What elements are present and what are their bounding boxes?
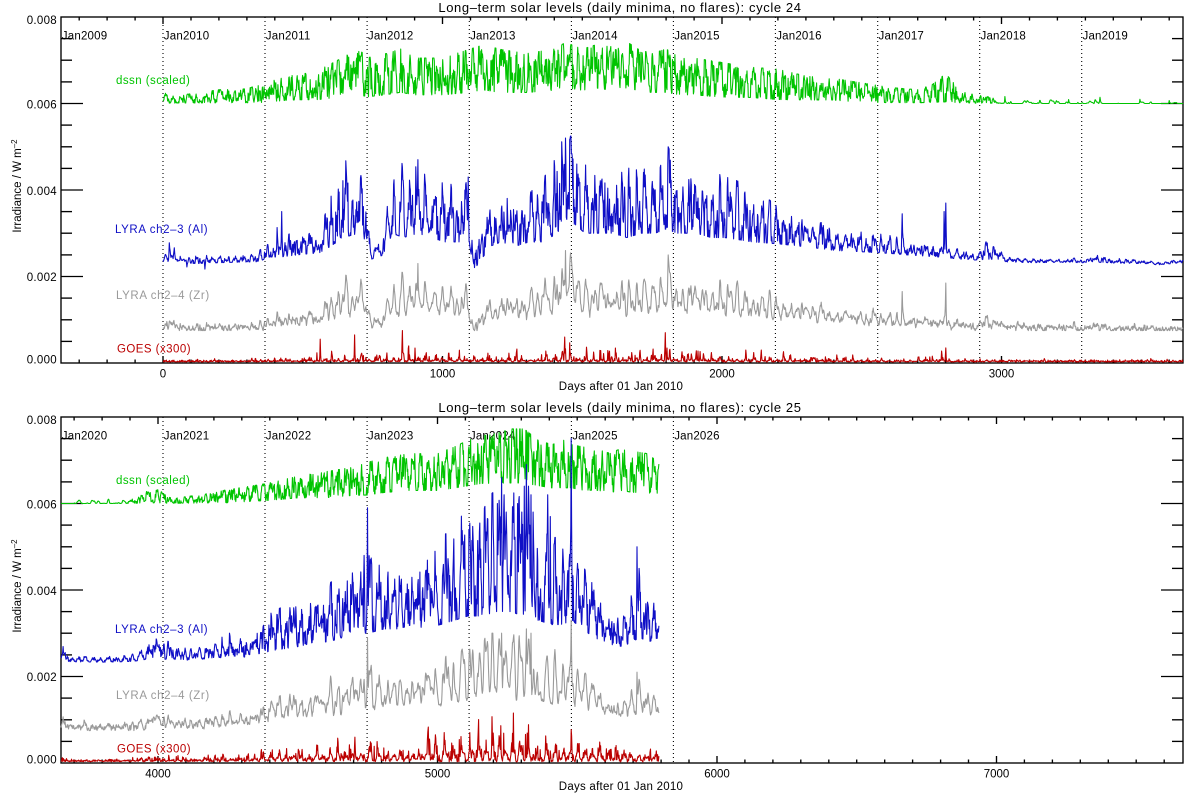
svg-text:Jan2010: Jan2010 xyxy=(164,31,210,43)
svg-text:LYRA ch2–4 (Zr): LYRA ch2–4 (Zr) xyxy=(116,690,210,702)
svg-text:Jan2019: Jan2019 xyxy=(1083,31,1129,43)
svg-text:LYRA ch2–3 (Al): LYRA ch2–3 (Al) xyxy=(115,224,208,236)
svg-text:Jan2015: Jan2015 xyxy=(674,31,720,43)
svg-text:0.002: 0.002 xyxy=(27,672,57,684)
svg-text:Jan2012: Jan2012 xyxy=(368,31,414,43)
svg-text:Days after 01 Jan 2010: Days after 01 Jan 2010 xyxy=(559,381,683,393)
svg-text:GOES (x300): GOES (x300) xyxy=(117,344,191,356)
svg-text:1000: 1000 xyxy=(430,369,456,381)
svg-text:Irradiance / W m–2: Irradiance / W m–2 xyxy=(10,139,24,233)
svg-text:0: 0 xyxy=(160,369,166,381)
svg-text:Jan2013: Jan2013 xyxy=(470,31,516,43)
svg-text:0.002: 0.002 xyxy=(27,272,57,284)
svg-text:GOES (x300): GOES (x300) xyxy=(117,744,191,756)
svg-text:5000: 5000 xyxy=(425,769,451,781)
svg-text:Jan2017: Jan2017 xyxy=(879,31,925,43)
svg-text:Jan2020: Jan2020 xyxy=(62,431,108,443)
svg-text:Jan2025: Jan2025 xyxy=(572,431,618,443)
svg-text:0.000: 0.000 xyxy=(27,755,57,767)
svg-text:dssn (scaled): dssn (scaled) xyxy=(116,475,190,487)
svg-text:Jan2022: Jan2022 xyxy=(266,431,312,443)
svg-text:Jan2018: Jan2018 xyxy=(981,31,1027,43)
svg-text:Irradiance / W m–2: Irradiance / W m–2 xyxy=(10,539,24,633)
svg-text:0.004: 0.004 xyxy=(27,586,58,598)
svg-text:Jan2026: Jan2026 xyxy=(674,431,720,443)
svg-text:0.004: 0.004 xyxy=(27,186,58,198)
svg-text:4000: 4000 xyxy=(145,769,171,781)
svg-text:Jan2021: Jan2021 xyxy=(164,431,210,443)
svg-text:dssn (scaled): dssn (scaled) xyxy=(116,75,190,87)
svg-text:LYRA ch2–3 (Al): LYRA ch2–3 (Al) xyxy=(115,624,208,636)
svg-text:Long–term solar levels (daily: Long–term solar levels (daily minima, no… xyxy=(438,400,801,415)
svg-text:Jan2009: Jan2009 xyxy=(62,31,108,43)
svg-text:0.006: 0.006 xyxy=(27,500,57,512)
svg-text:0.008: 0.008 xyxy=(27,415,57,427)
svg-text:Long–term solar levels (daily: Long–term solar levels (daily minima, no… xyxy=(438,0,801,15)
svg-text:0.008: 0.008 xyxy=(27,15,57,27)
svg-text:2000: 2000 xyxy=(709,369,735,381)
svg-text:7000: 7000 xyxy=(984,769,1010,781)
svg-text:Jan2016: Jan2016 xyxy=(776,31,822,43)
svg-text:LYRA ch2–4 (Zr): LYRA ch2–4 (Zr) xyxy=(116,290,210,302)
svg-text:Jan2014: Jan2014 xyxy=(572,31,618,43)
svg-text:Jan2011: Jan2011 xyxy=(266,31,311,43)
svg-text:0.000: 0.000 xyxy=(27,355,57,367)
svg-text:Days after 01 Jan 2010: Days after 01 Jan 2010 xyxy=(559,781,683,793)
svg-text:3000: 3000 xyxy=(989,369,1015,381)
svg-text:6000: 6000 xyxy=(704,769,730,781)
svg-text:0.006: 0.006 xyxy=(27,100,57,112)
svg-text:Jan2023: Jan2023 xyxy=(368,431,414,443)
